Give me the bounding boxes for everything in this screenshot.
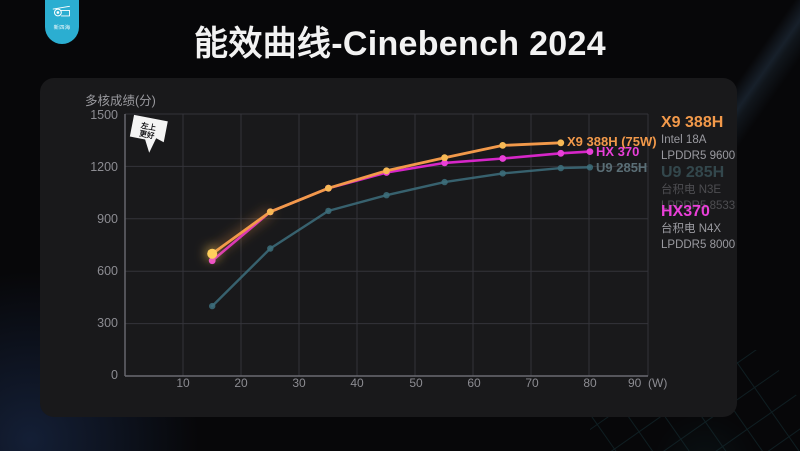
svg-text:HX 370: HX 370 bbox=[596, 144, 639, 159]
svg-text:U9 285H: U9 285H bbox=[596, 160, 647, 175]
